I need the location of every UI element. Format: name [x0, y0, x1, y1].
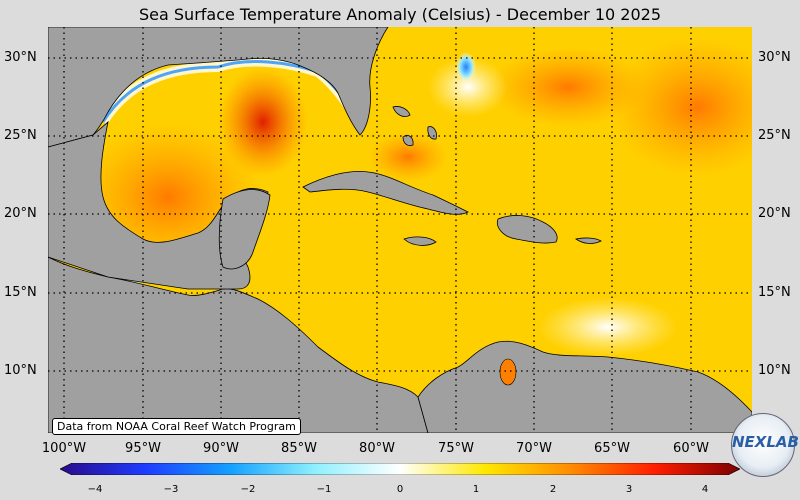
map-title: Sea Surface Temperature Anomaly (Celsius… — [139, 5, 661, 24]
lon-label-80w: 80°W — [359, 441, 395, 456]
colorbar-tick-neg1: −1 — [316, 484, 332, 495]
colorbar-tick-neg3: −3 — [163, 484, 179, 495]
lat-label-25n-left: 25°N — [4, 128, 37, 143]
lon-label-100w: 100°W — [41, 441, 87, 456]
north-america-land — [48, 27, 389, 148]
lat-label-20n-left: 20°N — [4, 206, 37, 221]
hispaniola-land — [496, 215, 558, 244]
lat-label-30n-left: 30°N — [4, 50, 37, 65]
lat-label-20n-right: 20°N — [758, 206, 791, 221]
lon-label-75w: 75°W — [438, 441, 474, 456]
colorbar-tick-0: 0 — [396, 484, 404, 495]
bahamas-land — [392, 106, 411, 117]
jamaica-land — [403, 236, 437, 246]
colorbar-tick-1: 1 — [472, 484, 480, 495]
colorbar — [60, 463, 740, 475]
puerto-rico-land — [575, 237, 602, 244]
lon-label-60w: 60°W — [673, 441, 709, 456]
lon-label-65w: 65°W — [594, 441, 630, 456]
lat-label-25n-right: 25°N — [758, 128, 791, 143]
colorbar-tick-2: 2 — [549, 484, 557, 495]
lon-label-95w: 95°W — [125, 441, 161, 456]
lat-label-15n-right: 15°N — [758, 285, 791, 300]
lon-label-70w: 70°W — [516, 441, 552, 456]
nexlab-logo: NEXLAB — [731, 413, 799, 477]
data-credit-box: Data from NOAA Coral Reef Watch Program — [52, 418, 301, 435]
lat-label-10n-left: 10°N — [4, 363, 37, 378]
logo-text: NEXLAB — [732, 433, 799, 451]
colorbar-tick-4: 4 — [701, 484, 709, 495]
lat-label-15n-left: 15°N — [4, 285, 37, 300]
lon-label-90w: 90°W — [203, 441, 239, 456]
colorbar-tick-3: 3 — [625, 484, 633, 495]
lon-label-85w: 85°W — [281, 441, 317, 456]
yucatan-land — [218, 189, 271, 270]
central-america-land — [48, 256, 429, 433]
lat-label-30n-right: 30°N — [758, 50, 791, 65]
sst-anomaly-map — [48, 27, 752, 433]
colorbar-tick-neg2: −2 — [240, 484, 256, 495]
colorbar-tick-neg4: −4 — [87, 484, 103, 495]
lat-label-10n-right: 10°N — [758, 363, 791, 378]
colorbar-gradient — [60, 463, 740, 475]
cuba-land — [302, 170, 469, 215]
graticule — [48, 27, 752, 433]
